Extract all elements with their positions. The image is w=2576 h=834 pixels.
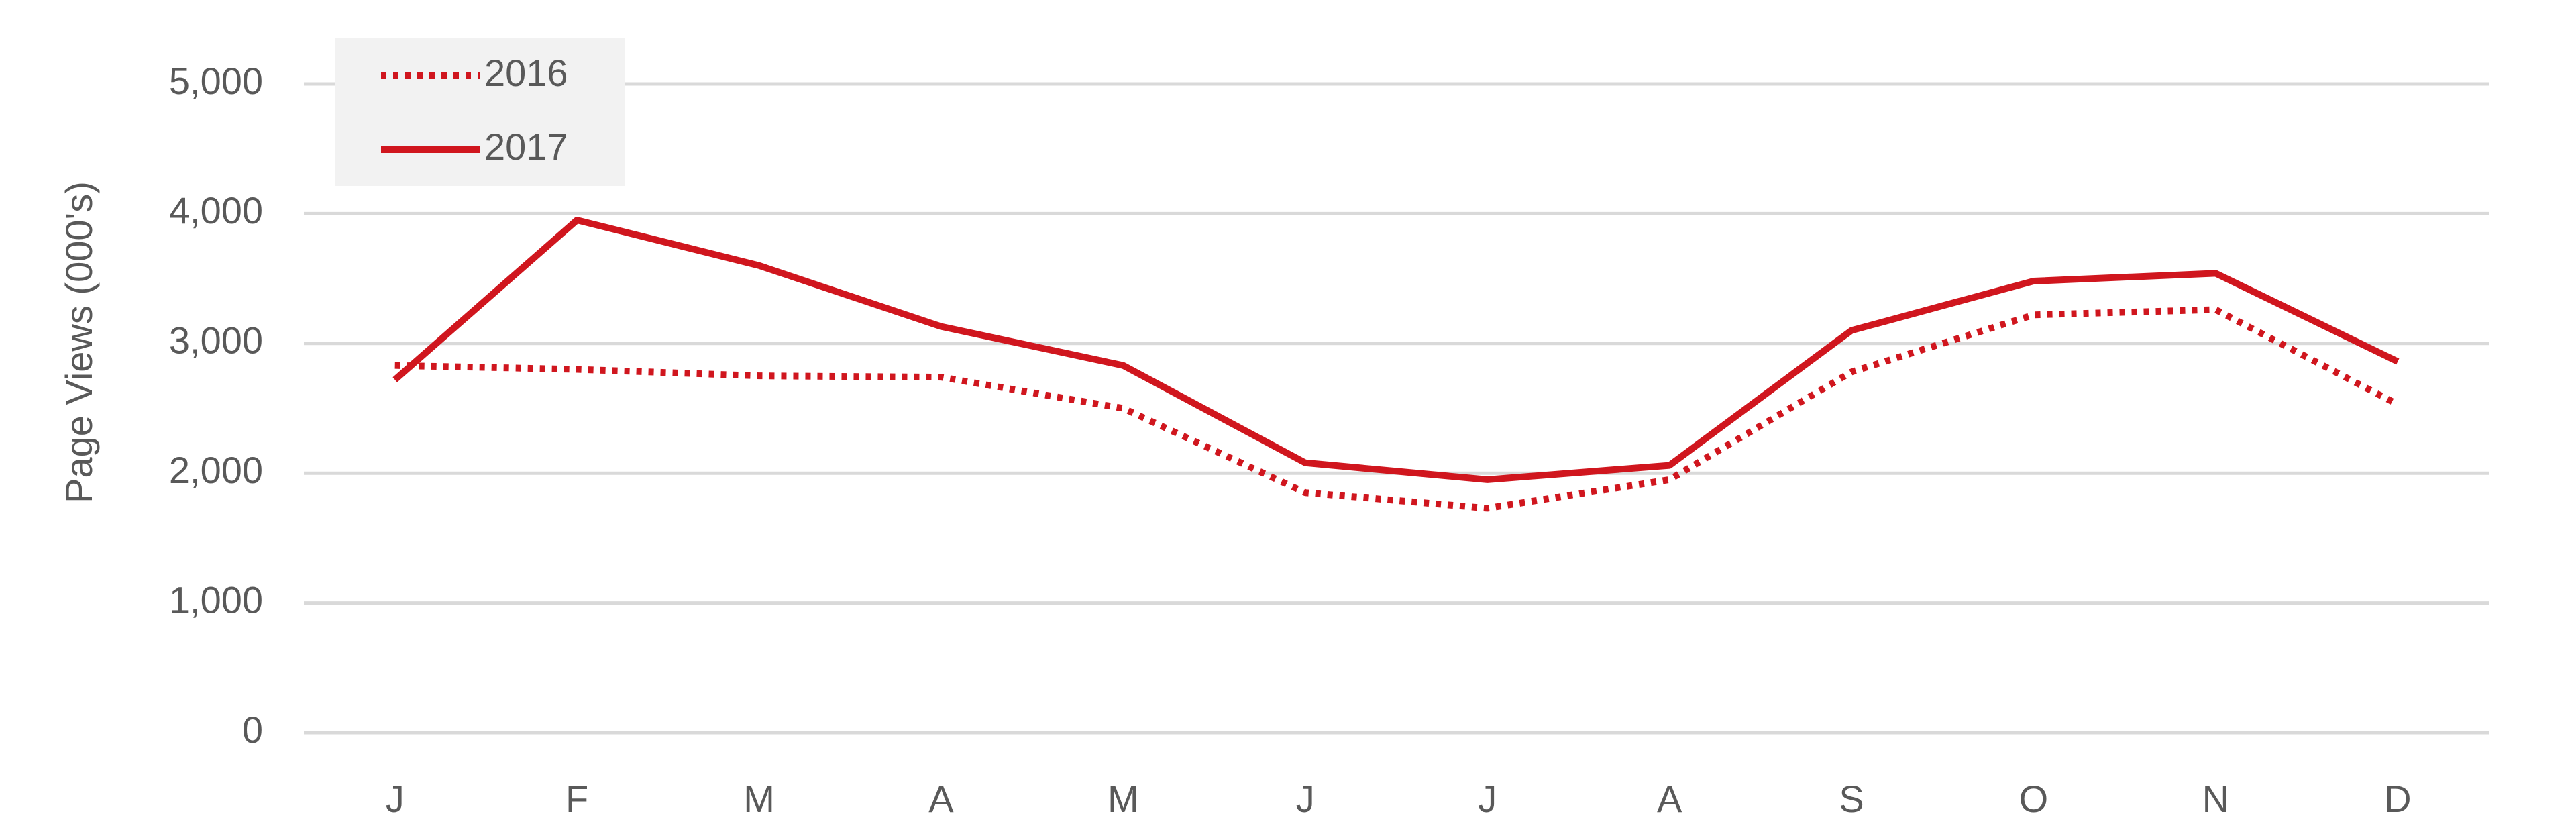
y-tick-label: 2,000 xyxy=(169,449,263,491)
line-series xyxy=(394,306,2400,512)
y-tick-label: 4,000 xyxy=(169,189,263,231)
x-tick-label: A xyxy=(1657,778,1682,820)
y-tick-label: 5,000 xyxy=(169,60,263,102)
y-tick-label: 1,000 xyxy=(169,578,263,621)
y-tick-label: 3,000 xyxy=(169,319,263,362)
x-tick-label: A xyxy=(928,778,954,820)
x-tick-label: J xyxy=(1296,778,1315,820)
x-tick-label: O xyxy=(2019,778,2049,820)
y-axis-label: Page Views (000's) xyxy=(58,181,100,503)
line-series xyxy=(392,217,2400,483)
legend-label: 2017 xyxy=(484,125,568,168)
x-tick-label: N xyxy=(2202,778,2229,820)
x-tick-label: J xyxy=(1478,778,1497,820)
legend-label: 2016 xyxy=(484,52,568,94)
legend-box xyxy=(335,38,625,186)
x-tick-label: J xyxy=(386,778,405,820)
y-tick-label: 0 xyxy=(242,709,263,751)
x-tick-label: M xyxy=(743,778,775,820)
x-tick-label: S xyxy=(1839,778,1864,820)
x-tick-label: F xyxy=(566,778,588,820)
x-tick-label: M xyxy=(1108,778,1139,820)
x-tick-label: D xyxy=(2384,778,2411,820)
